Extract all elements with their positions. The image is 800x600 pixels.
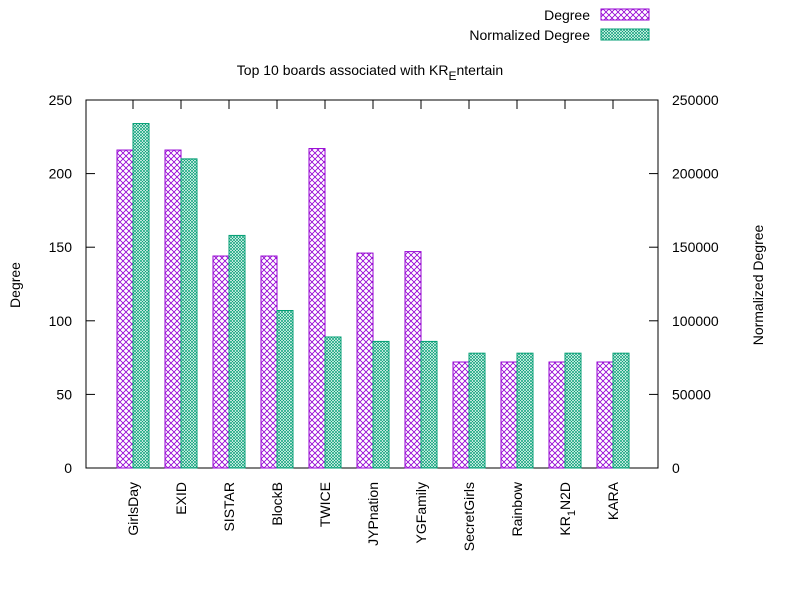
y-tick-label: 150 [49,239,73,255]
x-tick-label: KR1N2D [557,482,578,536]
x-tick-labels: GirlsDay EXID SISTAR BlockB TWICE JYPnation YG… [125,481,621,551]
bar-normalized-degree [564,352,582,469]
y-tick-label: 0 [64,460,72,476]
bar-degree [260,255,278,469]
bar-degree [308,148,326,469]
bar-degree [596,361,614,469]
legend-swatch-degree [600,8,650,21]
x-tick-label: JYPnation [365,482,381,546]
y2-tick-label: 200000 [672,166,719,182]
y-tick-label: 50 [56,386,72,402]
y2-tick-label: 0 [672,460,680,476]
y2-axis-label: Normalized Degree [750,224,766,345]
y-tick-label: 100 [49,313,73,329]
bar-degree [548,361,566,469]
chart-title-subscript: E [448,69,456,83]
y2-tick-label: 150000 [672,239,719,255]
bar-degree [164,149,182,469]
x-tick-label: BlockB [269,482,285,526]
bar-degree [212,255,230,469]
bar-degree [356,252,374,469]
y-tick-label: 250 [49,92,73,108]
y2-tick-label: 250000 [672,92,719,108]
bar-normalized-degree [468,352,486,469]
x-tick-label: SISTAR [221,482,237,532]
bar-normalized-degree [324,336,342,469]
bar-normalized-degree [372,340,390,469]
y-axis-label: Degree [7,262,23,308]
bar-normalized-degree [276,309,294,469]
bar-degree [500,361,518,469]
chart-title-main: Top 10 boards associated with KR [237,62,449,78]
bar-degree [452,361,470,469]
x-tick-label: YGFamily [413,482,429,543]
bar-normalized-degree [516,352,534,469]
bar-degree [404,251,422,469]
x-tick-label: GirlsDay [125,482,141,536]
bars [116,123,630,469]
bar-normalized-degree [132,123,150,469]
y2-tick-label: 100000 [672,313,719,329]
legend-swatch-normalized-degree [600,28,650,41]
x-tick-label: EXID [173,482,189,515]
legend-label-degree: Degree [544,7,590,23]
legend-label-normalized-degree: Normalized Degree [469,27,590,43]
legend: Degree Normalized Degree [469,7,650,43]
bar-normalized-degree [420,340,438,469]
x-tick-label: KARA [605,481,621,520]
bar-degree [116,149,134,469]
bar-normalized-degree [180,158,198,469]
chart-title: Top 10 boards associated with KREntertai… [237,62,503,83]
axis-ticks: 0 50 100 150 200 250 0 50000 100000 150000 200000 2… [49,92,719,476]
bar-normalized-degree [228,234,246,469]
bar-normalized-degree [612,352,630,469]
x-tick-label: SecretGirls [461,482,477,551]
x-tick-label: Rainbow [509,481,525,536]
y-tick-label: 200 [49,166,73,182]
y2-tick-label: 50000 [672,386,711,402]
x-tick-label: TWICE [317,482,333,527]
chart-title-rest: ntertain [457,62,504,78]
